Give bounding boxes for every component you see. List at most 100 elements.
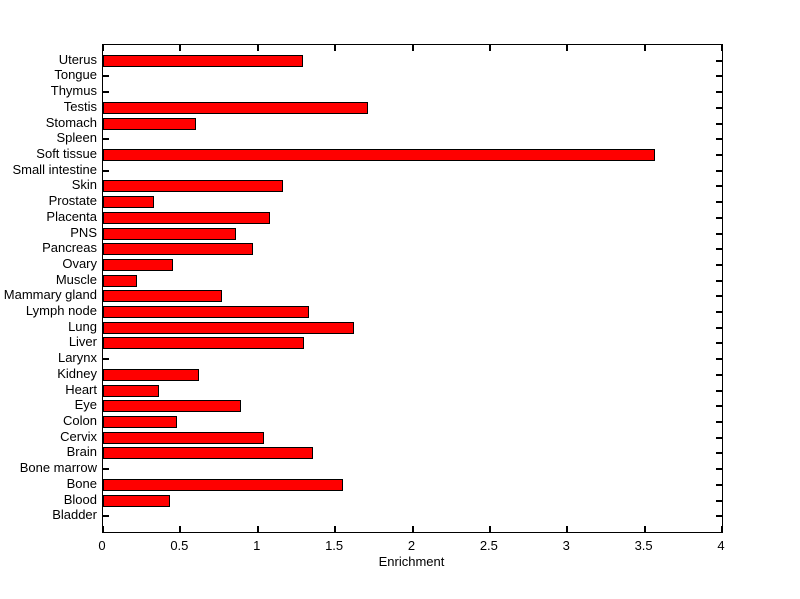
x-tick-bottom — [643, 526, 646, 532]
x-tick-label-3: 3 — [562, 538, 570, 553]
y-tick-label-testis: Testis — [63, 98, 97, 114]
x-tick-top — [102, 45, 104, 51]
bar-placenta — [103, 211, 270, 224]
bar-kidney — [103, 368, 199, 381]
x-tick-label-2.5: 2.5 — [479, 538, 498, 553]
y-tick-left — [103, 91, 109, 94]
y-tick-right — [716, 515, 722, 518]
y-tick-right — [716, 452, 722, 455]
x-tick-top — [256, 45, 259, 51]
x-tick-bottom — [102, 526, 104, 532]
x-tick-top — [643, 45, 646, 51]
bar-lymph-node — [103, 306, 309, 319]
y-tick-left — [103, 169, 109, 172]
y-tick-label-brain: Brain — [66, 444, 97, 460]
bar-stomach — [103, 117, 196, 130]
bar-pns — [103, 227, 236, 240]
bar-skin — [103, 180, 283, 193]
y-tick-label-pancreas: Pancreas — [42, 240, 97, 256]
y-tick-label-soft-tissue: Soft tissue — [36, 145, 97, 161]
y-tick-right — [716, 421, 722, 424]
y-tick-label-bone-marrow: Bone marrow — [19, 460, 97, 476]
x-tick-bottom — [179, 526, 182, 532]
bar-ovary — [103, 258, 173, 271]
x-tick-top — [179, 45, 182, 51]
y-tick-label-bone: Bone — [66, 475, 97, 491]
y-tick-right — [716, 185, 722, 188]
x-tick-top — [566, 45, 569, 51]
y-tick-label-bladder: Bladder — [52, 507, 97, 523]
y-tick-label-larynx: Larynx — [57, 350, 97, 366]
y-tick-label-liver: Liver — [68, 334, 97, 350]
y-tick-label-colon: Colon — [63, 413, 97, 429]
y-tick-right — [716, 436, 722, 439]
bar-mammary-gland — [103, 290, 222, 303]
y-tick-label-prostate: Prostate — [48, 193, 97, 209]
y-tick-label-mammary-gland: Mammary gland — [3, 287, 97, 303]
bar-heart — [103, 384, 159, 397]
x-tick-top — [334, 45, 337, 51]
y-tick-right — [716, 373, 722, 376]
y-tick-label-placenta: Placenta — [46, 208, 97, 224]
bar-blood — [103, 494, 170, 507]
y-tick-right — [716, 248, 722, 251]
bar-prostate — [103, 196, 154, 209]
y-tick-right — [716, 311, 722, 314]
bar-soft-tissue — [103, 148, 655, 161]
y-tick-right — [716, 169, 722, 172]
y-tick-right — [716, 106, 722, 109]
x-tick-label-4: 4 — [717, 538, 725, 553]
y-tick-right — [716, 342, 722, 345]
y-tick-label-stomach: Stomach — [45, 114, 97, 130]
y-tick-right — [716, 405, 722, 408]
y-tick-right — [716, 91, 722, 94]
x-tick-bottom — [411, 526, 414, 532]
y-tick-label-tongue: Tongue — [54, 67, 97, 83]
y-tick-right — [716, 295, 722, 298]
y-tick-right — [716, 468, 722, 471]
bar-uterus — [103, 54, 303, 67]
y-tick-label-blood: Blood — [63, 491, 97, 507]
y-tick-right — [716, 138, 722, 141]
y-tick-label-uterus: Uterus — [58, 51, 97, 67]
bar-lung — [103, 321, 354, 334]
y-tick-right — [716, 279, 722, 282]
y-tick-right — [716, 153, 722, 156]
x-tick-label-0.5: 0.5 — [170, 538, 189, 553]
y-tick-left — [103, 515, 109, 518]
bar-colon — [103, 416, 177, 429]
bar-bone — [103, 478, 343, 491]
x-tick-bottom — [721, 526, 723, 532]
x-tick-label-3.5: 3.5 — [634, 538, 653, 553]
y-tick-right — [716, 216, 722, 219]
y-tick-left — [103, 358, 109, 361]
y-tick-label-muscle: Muscle — [55, 271, 97, 287]
y-tick-right — [716, 389, 722, 392]
y-tick-left — [103, 138, 109, 141]
y-tick-right — [716, 358, 722, 361]
y-tick-right — [716, 122, 722, 125]
bar-eye — [103, 400, 241, 413]
y-tick-left — [103, 75, 109, 78]
y-tick-right — [716, 232, 722, 235]
x-tick-bottom — [256, 526, 259, 532]
bar-muscle — [103, 274, 137, 287]
plot-area — [102, 44, 723, 533]
y-tick-label-thymus: Thymus — [50, 83, 97, 99]
y-tick-right — [716, 263, 722, 266]
x-axis-title: Enrichment — [378, 554, 445, 569]
y-tick-label-skin: Skin — [71, 177, 97, 193]
x-tick-bottom — [488, 526, 491, 532]
x-tick-top — [411, 45, 414, 51]
bar-liver — [103, 337, 304, 350]
x-tick-bottom — [334, 526, 337, 532]
y-tick-label-spleen: Spleen — [56, 130, 97, 146]
x-tick-top — [488, 45, 491, 51]
y-tick-right — [716, 59, 722, 62]
y-tick-right — [716, 75, 722, 78]
y-tick-label-lung: Lung — [68, 318, 97, 334]
x-tick-label-0: 0 — [98, 538, 106, 553]
x-tick-label-1: 1 — [253, 538, 261, 553]
y-tick-label-cervix: Cervix — [60, 428, 97, 444]
